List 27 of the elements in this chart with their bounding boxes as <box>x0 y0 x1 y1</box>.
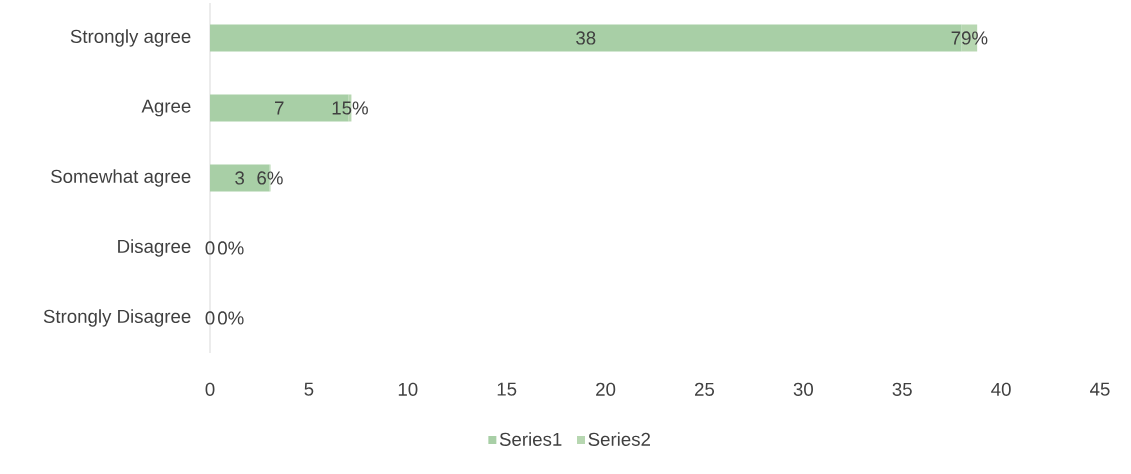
x-tick-label: 35 <box>892 382 912 396</box>
x-tick-label: 5 <box>304 382 314 396</box>
y-tick-label: Agree <box>141 99 191 117</box>
data-label: 0 <box>205 311 215 325</box>
x-tick-label: 10 <box>398 382 418 396</box>
x-tick-label: 15 <box>497 382 517 396</box>
data-label: 6% <box>257 171 283 185</box>
x-tick-label: 45 <box>1090 382 1110 396</box>
x-tick-label: 25 <box>695 382 715 396</box>
x-tick-label: 20 <box>596 382 616 396</box>
data-label: 0 <box>205 241 215 255</box>
data-label: 3 <box>235 171 245 185</box>
x-tick-label: 0 <box>205 382 215 396</box>
y-tick-label: Somewhat agree <box>51 169 191 187</box>
data-label: 15% <box>332 101 368 115</box>
data-label: 38 <box>576 31 596 45</box>
data-label: 7 <box>275 101 284 115</box>
legend-label: Series1 <box>499 432 562 446</box>
y-tick-label: Disagree <box>118 239 191 257</box>
x-tick-label: 30 <box>793 382 813 396</box>
y-tick-label: Strongly Disagree <box>43 309 191 327</box>
legend-label: Series2 <box>588 432 650 446</box>
data-label: 0% <box>218 311 244 325</box>
data-label: 0% <box>218 241 244 255</box>
x-tick-label: 40 <box>991 382 1011 396</box>
y-tick-label: Strongly agree <box>70 29 191 47</box>
data-label: 79% <box>951 31 988 45</box>
